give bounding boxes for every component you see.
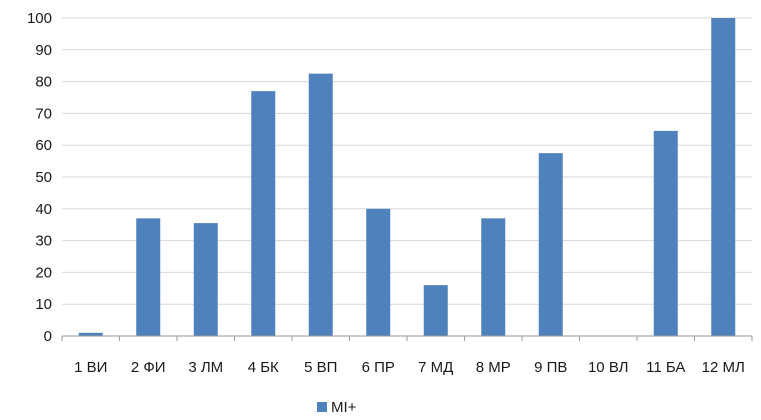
bar-2 bbox=[136, 218, 161, 336]
bar-8 bbox=[481, 218, 506, 336]
x-tick-labels: 1 ВИ 2 ФИ 3 ЛМ 4 БК 5 ВП 6 ПР 7 МД 8 МР 9 ПВ 10 В… bbox=[74, 359, 745, 376]
y-tick-labels: 0 10 20 30 40 50 60 70 80 90 100 bbox=[27, 10, 52, 345]
x-tick-label-7: 7 МД bbox=[418, 359, 453, 376]
y-tick-label-70: 70 bbox=[35, 105, 52, 122]
bar-11 bbox=[653, 130, 678, 336]
y-tick-label-40: 40 bbox=[35, 201, 52, 218]
y-tick-label-50: 50 bbox=[35, 169, 52, 186]
bar-5 bbox=[308, 73, 333, 337]
x-tick-label-1: 1 ВИ bbox=[74, 359, 107, 376]
x-tick-label-2: 2 ФИ bbox=[131, 359, 166, 376]
bars bbox=[78, 18, 736, 337]
y-tick-label-10: 10 bbox=[35, 296, 52, 313]
y-tick-label-80: 80 bbox=[35, 74, 52, 91]
bar-6 bbox=[366, 208, 391, 336]
bar-4 bbox=[251, 91, 276, 336]
x-tick-label-11: 11 БА bbox=[646, 359, 685, 376]
y-tick-label-100: 100 bbox=[27, 10, 52, 27]
bar-7 bbox=[423, 285, 448, 336]
x-tick-label-9: 9 ПВ bbox=[534, 359, 567, 376]
gridlines bbox=[62, 17, 752, 305]
legend-label-mi-plus: MI+ bbox=[331, 399, 357, 416]
x-tick-label-6: 6 ПР bbox=[362, 359, 395, 376]
bar-9 bbox=[538, 153, 563, 336]
x-tick-label-4: 4 БК bbox=[248, 359, 279, 376]
bar-1 bbox=[78, 332, 103, 336]
x-tick-label-10: 10 ВЛ bbox=[588, 359, 629, 376]
x-tick-label-5: 5 ВП bbox=[304, 359, 337, 376]
bar-12 bbox=[711, 18, 736, 336]
y-tick-label-30: 30 bbox=[35, 233, 52, 250]
y-tick-label-20: 20 bbox=[35, 264, 52, 281]
y-tick-label-0: 0 bbox=[44, 328, 52, 345]
y-tick-label-60: 60 bbox=[35, 137, 52, 154]
axes bbox=[61, 335, 753, 341]
x-tick-label-8: 8 МР bbox=[476, 359, 511, 376]
y-tick-label-90: 90 bbox=[35, 42, 52, 59]
x-tick-label-3: 3 ЛМ bbox=[188, 359, 223, 376]
x-tick-label-12: 12 МЛ bbox=[702, 359, 745, 376]
legend: MI+ bbox=[317, 399, 357, 416]
legend-swatch bbox=[317, 402, 327, 412]
bar-3 bbox=[193, 223, 218, 336]
